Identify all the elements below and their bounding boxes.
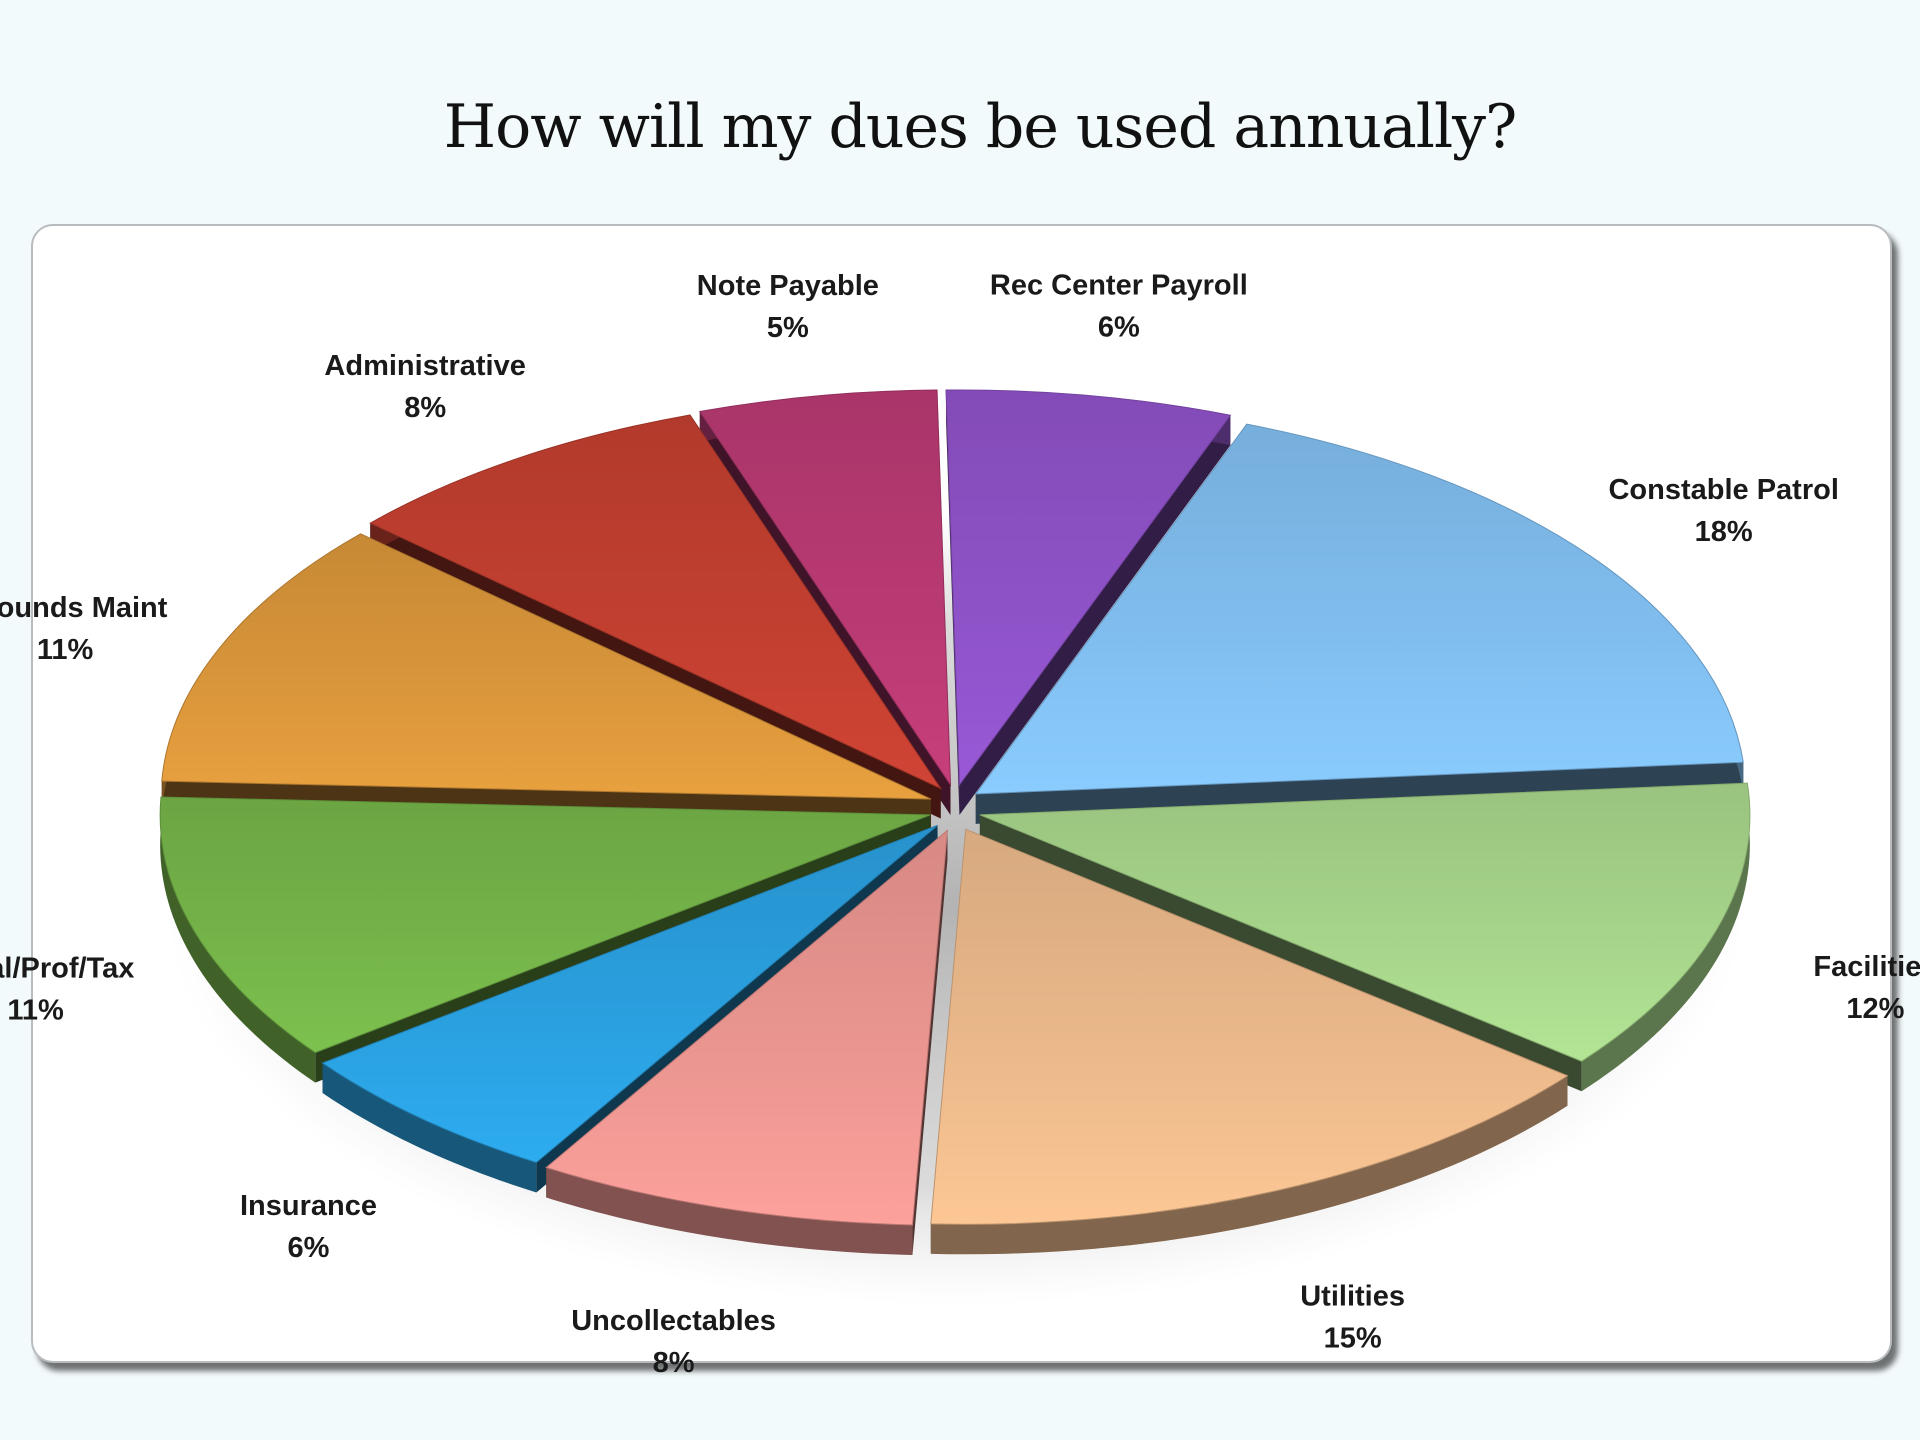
data-label-legal-prof-tax: Legal/Prof/Tax 11% bbox=[0, 953, 134, 1027]
pie-slice-uncollectables bbox=[545, 829, 949, 1255]
pie-slice-rec-center-payroll bbox=[945, 389, 1232, 815]
slice-label: Facilities bbox=[1813, 951, 1920, 983]
slice-label: Uncollectables bbox=[571, 1305, 776, 1337]
data-label-administrative: Administrative 8% bbox=[324, 350, 525, 424]
data-label-grounds-maint: Grounds Maint 11% bbox=[0, 592, 168, 666]
slice-percent: 8% bbox=[653, 1347, 695, 1379]
slice-percent: 15% bbox=[1324, 1323, 1382, 1355]
data-label-rec-center-payroll: Rec Center Payroll 6% bbox=[990, 270, 1248, 344]
slice-percent: 6% bbox=[1098, 312, 1140, 344]
data-label-note-payable: Note Payable 5% bbox=[697, 270, 879, 344]
slice-label: Constable Patrol bbox=[1608, 474, 1838, 506]
slice-label: Note Payable bbox=[697, 270, 879, 302]
data-label-constable-patrol: Constable Patrol 18% bbox=[1608, 474, 1838, 548]
slice-label: Insurance bbox=[240, 1190, 377, 1222]
data-label-uncollectables: Uncollectables 8% bbox=[571, 1305, 776, 1379]
slice-label: Rec Center Payroll bbox=[990, 270, 1248, 302]
slice-percent: 6% bbox=[288, 1232, 330, 1264]
data-label-facilities: Facilities 12% bbox=[1813, 951, 1920, 1025]
data-label-insurance: Insurance 6% bbox=[240, 1190, 377, 1264]
slice-label: Grounds Maint bbox=[0, 592, 168, 624]
slice-percent: 8% bbox=[404, 392, 446, 424]
pie-slices bbox=[159, 389, 1751, 1255]
slice-percent: 11% bbox=[37, 634, 94, 666]
slice-percent: 11% bbox=[7, 995, 64, 1027]
slide-title: How will my dues be used annually? bbox=[443, 92, 1517, 162]
pie-slice-utilities bbox=[930, 828, 1569, 1255]
data-label-utilities: Utilities 15% bbox=[1300, 1281, 1405, 1355]
pie-labels: Rec Center Payroll 6% Constable Patrol 18% F… bbox=[0, 270, 1920, 1379]
slice-percent: 18% bbox=[1695, 516, 1753, 548]
slice-label: Legal/Prof/Tax bbox=[0, 953, 134, 985]
slice-label: Administrative bbox=[324, 350, 525, 382]
slice-label: Utilities bbox=[1300, 1281, 1405, 1313]
slice-percent: 5% bbox=[767, 312, 809, 344]
slice-percent: 12% bbox=[1846, 993, 1904, 1025]
